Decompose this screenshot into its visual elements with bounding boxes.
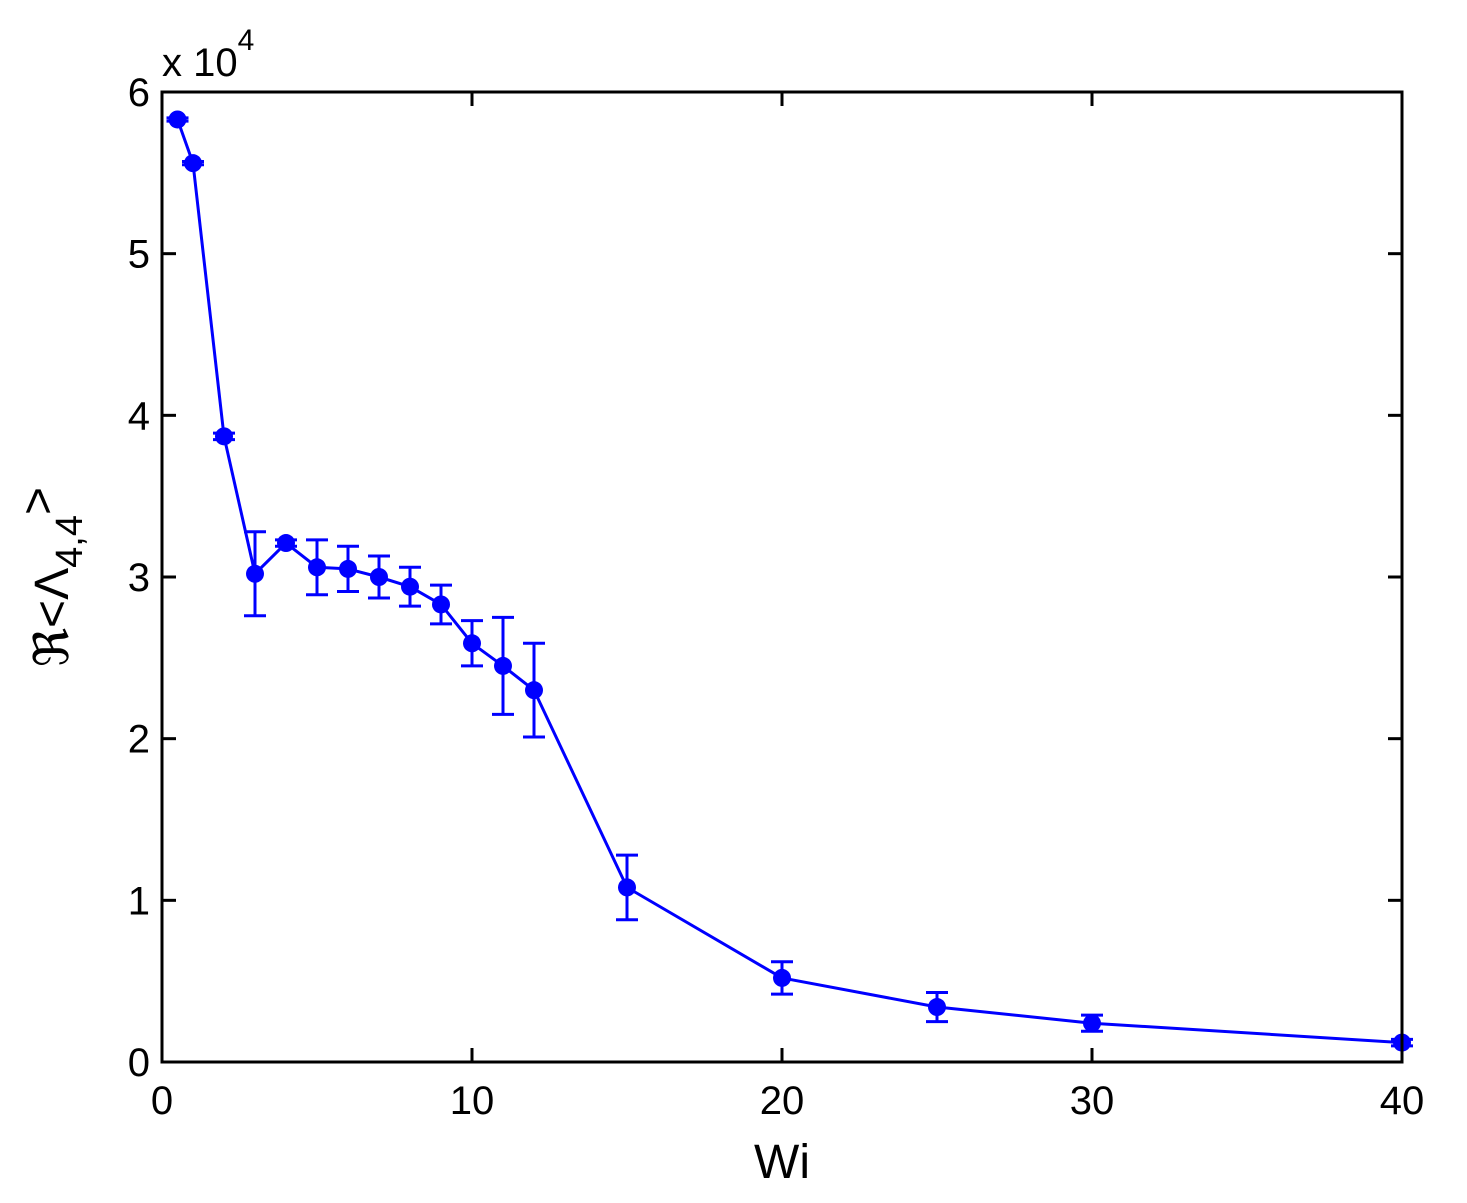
y-tick-label: 4 bbox=[128, 394, 150, 438]
y-tick-label: 3 bbox=[128, 556, 150, 600]
data-point bbox=[168, 110, 187, 129]
y-axis-title-main: ℜ<Λ bbox=[26, 568, 79, 667]
x-tick-label: 20 bbox=[760, 1079, 805, 1123]
data-point bbox=[339, 559, 357, 578]
svg-text:ℜ<Λ4,4>: ℜ<Λ4,4> bbox=[12, 487, 91, 667]
data-point bbox=[401, 577, 419, 596]
y-axis-multiplier: x 104 bbox=[162, 24, 254, 85]
x-axis-title: Wi bbox=[754, 1136, 810, 1189]
y-tick-label: 0 bbox=[128, 1041, 150, 1085]
x-tick-label: 40 bbox=[1380, 1079, 1425, 1123]
data-point bbox=[618, 878, 636, 897]
tick-labels: 0 10 20 30 40 0 1 2 3 4 5 6 bbox=[128, 71, 1425, 1123]
plot-frame bbox=[160, 90, 1404, 1064]
data-point bbox=[184, 154, 202, 173]
series-line bbox=[176, 118, 1403, 1045]
y-tick-label: 1 bbox=[128, 879, 150, 923]
data-point bbox=[277, 534, 295, 553]
plot-area bbox=[162, 92, 1402, 1062]
y-axis-title: ℜ<Λ4,4> bbox=[12, 487, 91, 667]
data-point bbox=[773, 968, 791, 987]
y-tick-label: 6 bbox=[128, 71, 150, 115]
data-point bbox=[525, 681, 543, 700]
y-axis-multiplier-base: x 10 bbox=[162, 41, 238, 85]
y-axis-title-subscript: 4,4 bbox=[49, 515, 91, 568]
x-tick-label: 0 bbox=[151, 1079, 173, 1123]
x-tick-label: 10 bbox=[450, 1079, 495, 1123]
data-series bbox=[166, 110, 1413, 1052]
y-tick-label: 5 bbox=[128, 233, 150, 277]
data-point bbox=[494, 656, 512, 675]
x-tick-label: 30 bbox=[1070, 1079, 1115, 1123]
y-axis-title-suffix: > bbox=[12, 487, 65, 515]
data-point bbox=[432, 595, 450, 614]
data-point bbox=[1083, 1014, 1101, 1033]
data-point bbox=[308, 558, 326, 577]
y-axis-multiplier-exponent: 4 bbox=[238, 24, 255, 57]
data-point bbox=[246, 564, 264, 583]
y-tick-label: 2 bbox=[128, 718, 150, 762]
data-point bbox=[215, 427, 233, 446]
data-point bbox=[463, 634, 481, 653]
data-point bbox=[370, 568, 388, 586]
data-point bbox=[928, 998, 946, 1017]
